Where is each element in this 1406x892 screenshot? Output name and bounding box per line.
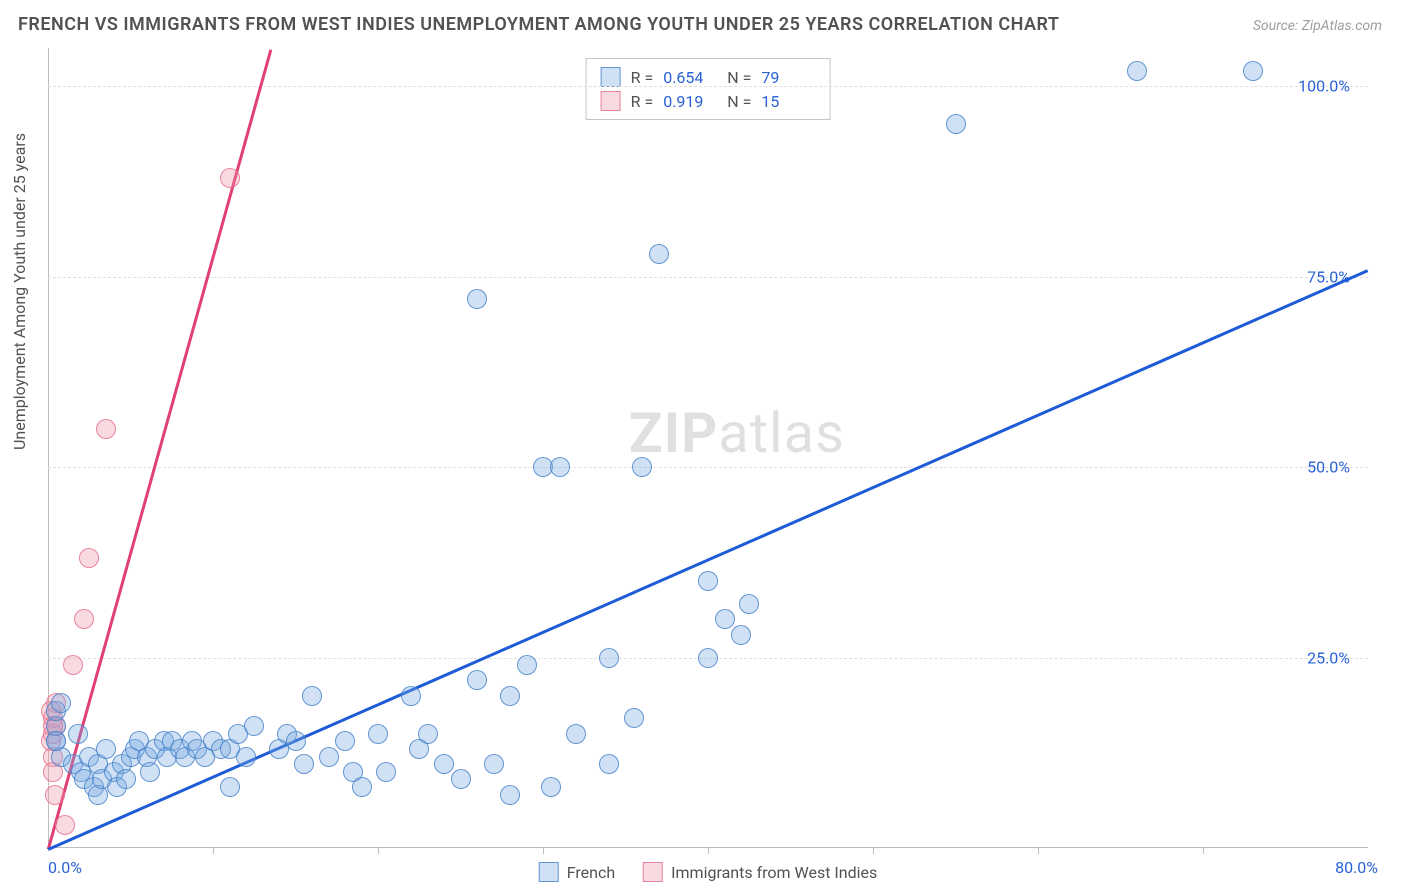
xtick-mark — [1038, 848, 1039, 854]
data-point — [484, 754, 504, 774]
swatch-blue-icon — [539, 862, 559, 882]
xtick-mark — [378, 848, 379, 854]
legend-item-french: French — [539, 862, 615, 882]
data-point — [418, 724, 438, 744]
data-point — [946, 114, 966, 134]
xtick-mark — [1203, 848, 1204, 854]
legend-label-wi: Immigrants from West Indies — [671, 863, 877, 882]
ytick-label: 25.0% — [1307, 648, 1350, 667]
legend-item-west-indies: Immigrants from West Indies — [643, 862, 877, 882]
stats-row-west-indies: R = 0.919 N = 15 — [601, 89, 816, 113]
xtick-mark — [873, 848, 874, 854]
data-point — [550, 457, 570, 477]
data-point — [63, 655, 83, 675]
xtick-label-0: 0.0% — [48, 858, 82, 877]
watermark-rest: atlas — [718, 400, 845, 466]
data-point — [698, 648, 718, 668]
data-point — [698, 571, 718, 591]
data-point — [96, 419, 116, 439]
data-point — [116, 769, 136, 789]
data-point — [500, 686, 520, 706]
data-point — [302, 686, 322, 706]
data-point — [244, 716, 264, 736]
stat-r-value-french: 0.654 — [663, 68, 717, 87]
swatch-pink-icon — [601, 91, 621, 111]
plot-area: ZIPatlas R = 0.654 N = 79 R = 0.919 N = … — [48, 48, 1368, 848]
data-point — [220, 777, 240, 797]
data-point — [739, 594, 759, 614]
y-axis-label: Unemployment Among Youth under 25 years — [10, 133, 29, 450]
data-point — [467, 289, 487, 309]
data-point — [731, 625, 751, 645]
data-point — [1243, 61, 1263, 81]
data-point — [649, 244, 669, 264]
swatch-blue-icon — [601, 67, 621, 87]
stat-n-value-french: 79 — [761, 68, 815, 87]
data-point — [500, 785, 520, 805]
data-point — [79, 548, 99, 568]
data-point — [368, 724, 388, 744]
grid-line — [48, 467, 1368, 468]
data-point — [541, 777, 561, 797]
xtick-mark — [708, 848, 709, 854]
data-point — [715, 609, 735, 629]
data-point — [352, 777, 372, 797]
data-point — [451, 769, 471, 789]
data-point — [632, 457, 652, 477]
data-point — [236, 747, 256, 767]
data-point — [319, 747, 339, 767]
data-point — [140, 762, 160, 782]
data-point — [517, 655, 537, 675]
stat-r-label: R = — [631, 68, 654, 87]
chart-title: FRENCH VS IMMIGRANTS FROM WEST INDIES UN… — [18, 14, 1059, 35]
stat-r-label: R = — [631, 92, 654, 111]
data-point — [335, 731, 355, 751]
data-point — [401, 686, 421, 706]
stats-box: R = 0.654 N = 79 R = 0.919 N = 15 — [586, 58, 831, 120]
grid-line — [48, 277, 1368, 278]
data-point — [434, 754, 454, 774]
ytick-label: 100.0% — [1298, 77, 1350, 96]
data-point — [74, 609, 94, 629]
xtick-label-80: 80.0% — [1335, 858, 1378, 877]
data-point — [68, 724, 88, 744]
data-point — [46, 731, 66, 751]
data-point — [566, 724, 586, 744]
data-point — [96, 739, 116, 759]
xtick-mark — [543, 848, 544, 854]
ytick-label: 50.0% — [1307, 458, 1350, 477]
data-point — [467, 670, 487, 690]
ytick-label: 75.0% — [1307, 267, 1350, 286]
data-point — [1127, 61, 1147, 81]
swatch-pink-icon — [643, 862, 663, 882]
watermark: ZIPatlas — [629, 400, 845, 466]
data-point — [45, 785, 65, 805]
grid-line — [48, 86, 1368, 87]
data-point — [624, 708, 644, 728]
data-point — [599, 754, 619, 774]
data-point — [55, 815, 75, 835]
data-point — [220, 168, 240, 188]
data-point — [51, 693, 71, 713]
stat-n-label: N = — [727, 92, 751, 111]
stat-n-label: N = — [727, 68, 751, 87]
data-point — [376, 762, 396, 782]
stat-r-value-wi: 0.919 — [663, 92, 717, 111]
legend-label-french: French — [567, 863, 615, 882]
data-point — [286, 731, 306, 751]
xtick-mark — [213, 848, 214, 854]
legend: French Immigrants from West Indies — [539, 862, 878, 882]
data-point — [294, 754, 314, 774]
data-point — [599, 648, 619, 668]
stat-n-value-wi: 15 — [761, 92, 815, 111]
source-attribution: Source: ZipAtlas.com — [1253, 18, 1382, 34]
